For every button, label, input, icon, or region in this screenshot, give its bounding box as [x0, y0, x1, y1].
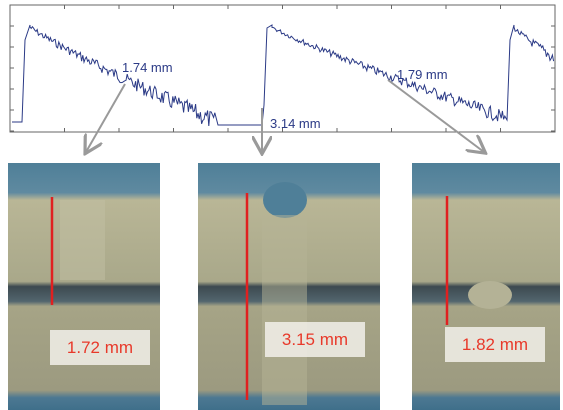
- annotation: 3.14 mm: [270, 116, 321, 131]
- panel-label: 3.15 mm: [282, 330, 348, 349]
- panel: 1.72 mm: [8, 163, 160, 410]
- panel-label: 1.82 mm: [462, 335, 528, 354]
- panel-label: 1.72 mm: [67, 338, 133, 357]
- annotation: 1.74 mm: [122, 60, 173, 75]
- page: {"plot": {"annotations": ["1.74 mm", "3.…: [0, 0, 563, 410]
- panel: 3.15 mm: [198, 163, 380, 410]
- figure: 1.74 mm 3.14 mm 1.79 mm 1.72 mm 3.15 mm …: [0, 0, 563, 410]
- annotation: 1.79 mm: [397, 67, 448, 82]
- plot-frame: [10, 5, 555, 132]
- panel: 1.82 mm: [412, 163, 560, 410]
